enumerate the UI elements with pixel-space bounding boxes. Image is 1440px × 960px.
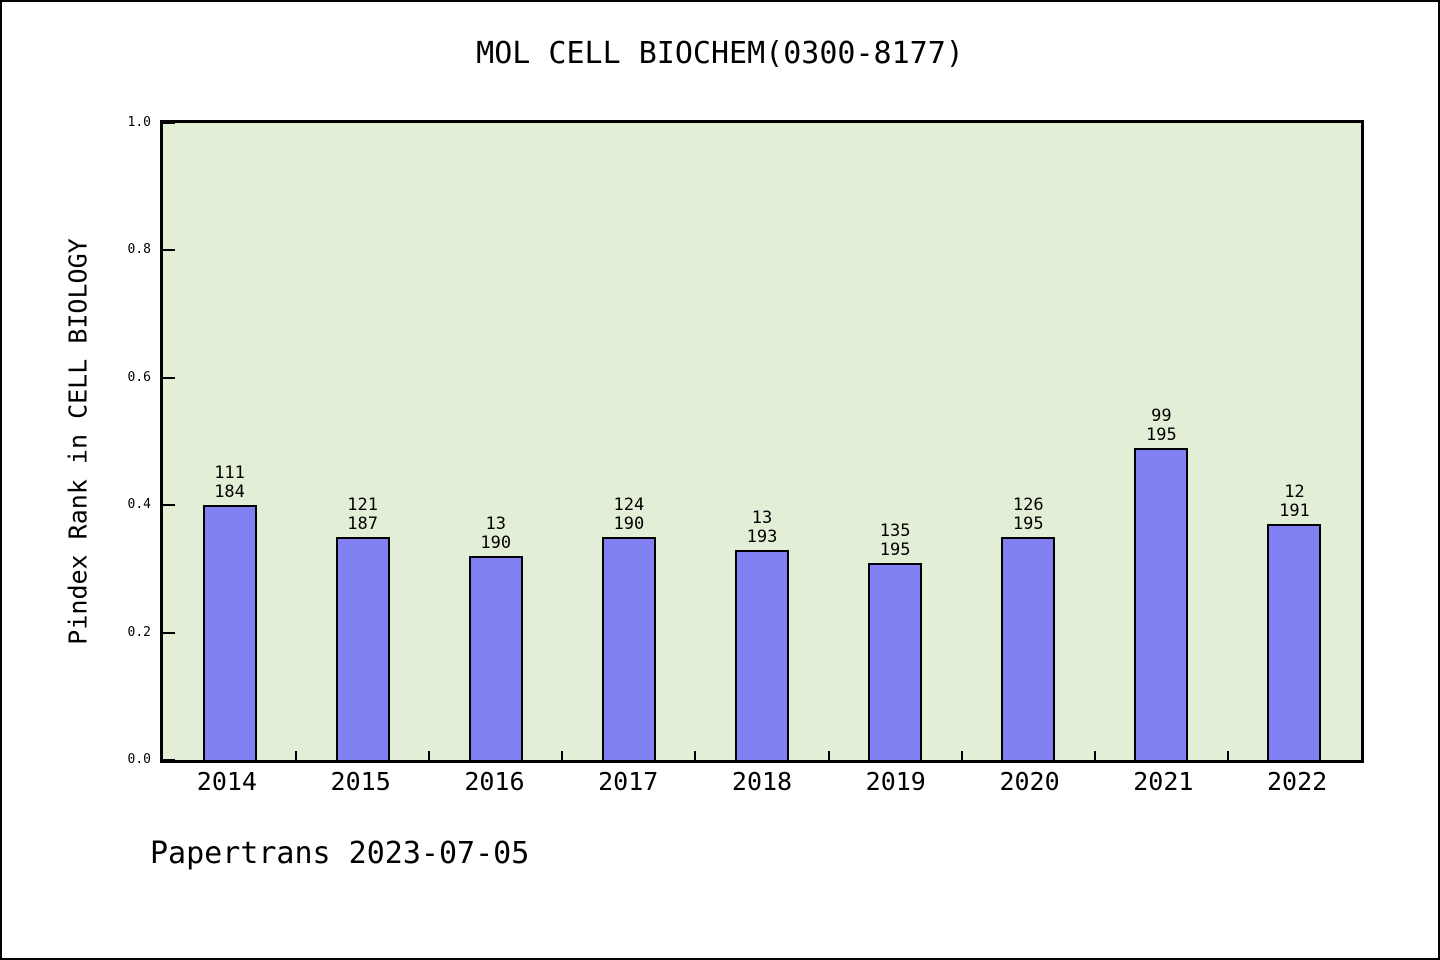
bar-2022 xyxy=(1267,524,1322,760)
bar-label-line: 121 xyxy=(347,495,379,516)
bar-2016 xyxy=(468,556,523,760)
y-tick-label: 1.0 xyxy=(127,115,151,130)
chart-title: MOL CELL BIOCHEM(0300-8177) xyxy=(476,36,964,71)
plot-area: 111 184 121 187 13 190 124 190 13 193 135 195 126 195… xyxy=(160,120,1364,763)
x-minor-tick-mark xyxy=(827,751,830,760)
bar-2018 xyxy=(735,549,789,760)
bar-label-line: 195 xyxy=(1145,424,1177,445)
x-tick-label-2019: 2019 xyxy=(865,767,926,796)
bar-label-line: 135 xyxy=(879,520,911,541)
bar-label-line: 190 xyxy=(613,514,645,535)
x-minor-tick-mark xyxy=(295,751,298,760)
bar-label-2022: 12 191 xyxy=(1234,483,1354,521)
y-tick-label: 0.6 xyxy=(127,369,151,385)
x-tick-labels: 2014 2015 2016 2017 2018 2019 2020 2021 2022 xyxy=(160,768,1364,800)
x-tick-label-2017: 2017 xyxy=(598,767,659,796)
x-tick-label-2018: 2018 xyxy=(731,767,793,796)
y-tick-label: 0.2 xyxy=(127,624,151,640)
y-tick-mark xyxy=(163,122,175,124)
y-tick-mark xyxy=(163,504,175,507)
x-tick-label-2022: 2022 xyxy=(1267,767,1328,796)
bar-label-line: 195 xyxy=(1012,514,1044,535)
bar-label-line: 126 xyxy=(1012,495,1044,516)
bar-label-line: 111 xyxy=(214,463,245,484)
bar-label-line: 190 xyxy=(480,533,512,554)
bar-label-2020: 126 195 xyxy=(968,496,1088,534)
bar-label-2018: 13 193 xyxy=(702,507,822,547)
x-minor-tick-mark xyxy=(1093,751,1096,760)
bar-2020 xyxy=(1001,537,1056,760)
bar-label-line: 195 xyxy=(879,539,911,560)
bar-label-line: 193 xyxy=(746,526,778,547)
footer-caption: Papertrans 2023-07-05 xyxy=(150,836,530,871)
y-tick-label: 0.4 xyxy=(127,497,151,513)
bar-label-line: 12 xyxy=(1284,482,1305,503)
x-tick-label-2014: 2014 xyxy=(196,767,257,796)
bar-2019 xyxy=(868,562,923,760)
y-tick-labels: 0.0 0.2 0.4 0.6 0.8 1.0 xyxy=(2,115,156,767)
bar-label-2017: 124 190 xyxy=(569,496,689,534)
bar-label-2021: 99 195 xyxy=(1101,405,1221,445)
bar-label-2015: 121 187 xyxy=(303,496,423,534)
bar-label-line: 99 xyxy=(1151,405,1172,426)
y-tick-mark xyxy=(163,376,175,379)
x-tick-label-2021: 2021 xyxy=(1133,767,1194,796)
bar-label-line: 13 xyxy=(751,507,773,528)
x-tick-label-2016: 2016 xyxy=(464,767,525,796)
x-minor-tick-mark xyxy=(428,751,431,760)
bar-label-line: 184 xyxy=(214,482,245,503)
bar-label-line: 13 xyxy=(485,514,506,535)
y-tick-label: 0.8 xyxy=(127,242,151,258)
y-tick-label: 0.0 xyxy=(127,752,151,767)
bar-label-2016: 13 190 xyxy=(436,515,556,553)
bar-2015 xyxy=(335,537,390,760)
bar-2014 xyxy=(202,505,257,760)
bar-label-2014: 111 184 xyxy=(170,464,290,502)
x-tick-label-2020: 2020 xyxy=(999,767,1060,796)
bar-2017 xyxy=(601,537,656,760)
x-minor-tick-mark xyxy=(960,751,963,760)
bar-label-line: 124 xyxy=(613,495,645,516)
bar-label-2019: 135 195 xyxy=(835,520,955,560)
y-tick-mark xyxy=(163,759,175,761)
bar-2021 xyxy=(1134,447,1189,760)
y-tick-mark xyxy=(163,631,175,634)
y-tick-mark xyxy=(163,249,175,252)
x-minor-tick-mark xyxy=(694,751,697,760)
x-tick-label-2015: 2015 xyxy=(330,767,391,796)
bar-label-line: 187 xyxy=(347,514,379,535)
x-minor-tick-mark xyxy=(561,751,564,760)
bar-label-line: 191 xyxy=(1279,501,1310,522)
x-minor-tick-mark xyxy=(1226,751,1229,760)
